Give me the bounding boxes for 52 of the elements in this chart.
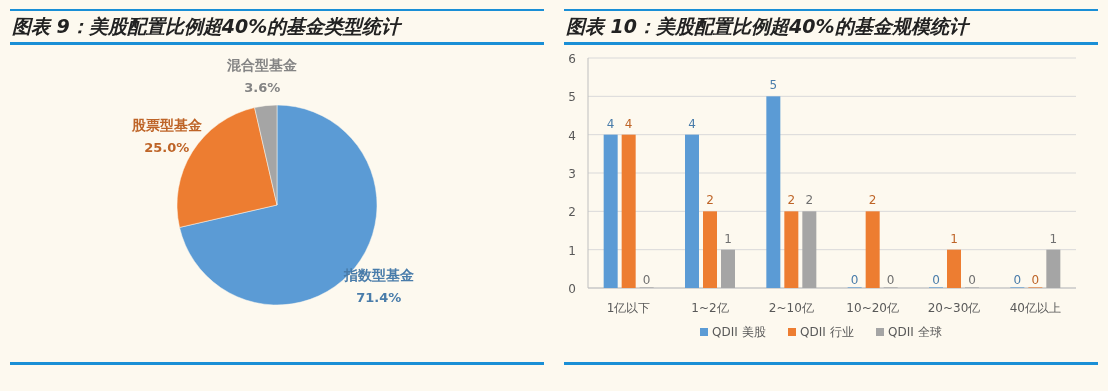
y-tick-label: 1	[568, 243, 576, 258]
data-label: 1	[724, 231, 732, 246]
bar	[784, 211, 799, 288]
bar	[865, 211, 880, 288]
bar	[703, 211, 717, 288]
legend-label: QDII 美股	[712, 325, 766, 339]
data-label: 4	[606, 116, 615, 131]
y-tick-label: 6	[568, 52, 576, 66]
slice-label: 混合型基金	[226, 56, 299, 73]
bar	[947, 249, 961, 288]
bar	[1046, 249, 1061, 288]
data-label: 0	[850, 273, 859, 287]
data-label: 4	[624, 116, 633, 131]
data-label: 0	[886, 273, 895, 287]
y-tick-label: 5	[568, 90, 576, 105]
data-label: 2	[706, 193, 714, 208]
data-label: 25.0%	[144, 140, 190, 156]
bar	[621, 134, 636, 288]
data-label: 0	[968, 273, 976, 287]
y-tick-label: 0	[568, 282, 576, 296]
x-tick-label: 1亿以下	[606, 301, 651, 315]
y-tick-label: 2	[568, 205, 576, 220]
bar	[685, 134, 699, 288]
y-tick-label: 4	[568, 128, 576, 143]
x-tick-label: 20~30亿	[927, 301, 981, 315]
legend-label: QDII 行业	[800, 325, 854, 339]
data-label: 4	[688, 116, 696, 131]
chart-title: 图表 9：美股配置比例超40%的基金类型统计	[12, 15, 404, 37]
data-label: 1	[1049, 231, 1058, 246]
bar	[603, 134, 618, 288]
data-label: 2	[787, 193, 796, 208]
bar	[766, 96, 781, 288]
data-label: 0	[642, 273, 651, 287]
x-tick-label: 40亿以上	[1009, 301, 1061, 315]
data-label: 2	[805, 193, 814, 208]
y-tick-label: 3	[568, 167, 576, 181]
bar	[802, 211, 817, 288]
data-label: 3.6%	[244, 79, 281, 95]
legend-label: QDII 全球	[888, 325, 942, 339]
x-tick-label: 2~10亿	[768, 301, 814, 315]
data-label: 71.4%	[356, 289, 402, 305]
bar	[721, 249, 735, 288]
data-label: 0	[932, 273, 940, 287]
data-label: 0	[1013, 273, 1022, 287]
x-tick-label: 10~20亿	[846, 301, 899, 315]
data-label: 1	[950, 231, 958, 246]
data-label: 0	[1031, 273, 1040, 287]
data-label: 2	[868, 193, 877, 208]
data-label: 5	[769, 78, 778, 93]
chart-title: 图表 10：美股配置比例超40%的基金规模统计	[566, 15, 971, 37]
x-tick-label: 1~2亿	[691, 301, 729, 315]
slice-label: 股票型基金	[130, 117, 203, 134]
